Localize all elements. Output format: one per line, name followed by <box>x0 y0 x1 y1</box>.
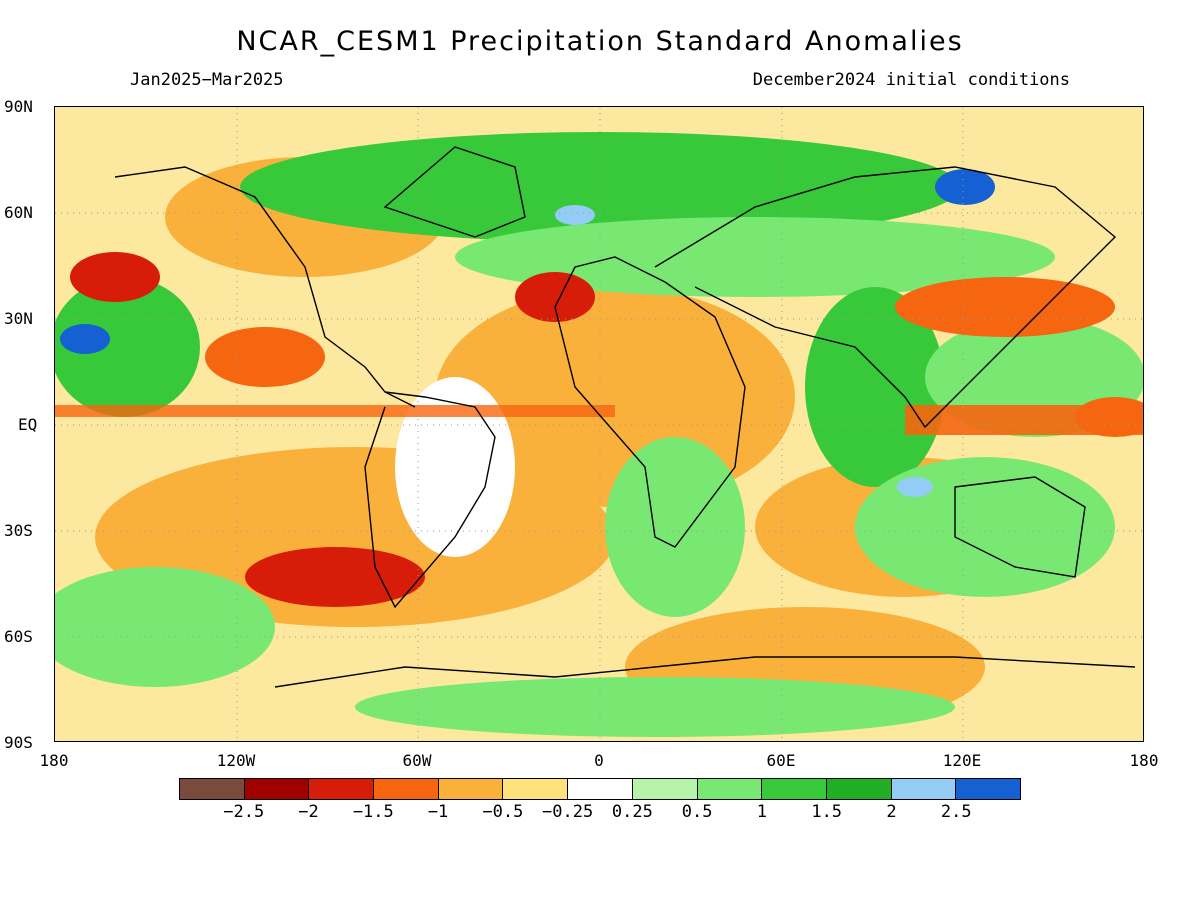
lon-label-120w: 120W <box>216 751 256 770</box>
legend-swatch <box>180 779 245 799</box>
anomaly-map <box>54 106 1144 742</box>
legend-label: −2 <box>298 802 319 822</box>
legend-label: −1.5 <box>352 802 394 822</box>
lon-label-60e: 60E <box>766 751 796 770</box>
legend-swatch <box>438 779 504 799</box>
legend-swatch <box>762 779 827 799</box>
legend-swatch <box>891 779 957 799</box>
legend-label: 2 <box>886 802 897 822</box>
lon-label-60w: 60W <box>402 751 432 770</box>
legend-label: −2.5 <box>223 802 265 822</box>
legend-label: 0.25 <box>611 802 653 822</box>
legend-swatch <box>503 779 569 799</box>
antarctica-coast <box>274 656 1136 688</box>
lat-label-60n: 60N <box>4 203 33 222</box>
forecast-period: Jan2025−Mar2025 <box>130 70 284 90</box>
legend-swatch <box>309 779 375 799</box>
lon-label-180e: 180 <box>1129 751 1159 770</box>
anomaly-field <box>55 107 1143 741</box>
legend-label: −0.5 <box>482 802 524 822</box>
legend-swatch <box>826 779 892 799</box>
legend-label: 2.5 <box>940 802 972 822</box>
legend-label: −0.25 <box>542 802 594 822</box>
legend-label: 0.5 <box>681 802 713 822</box>
lat-label-90s: 90S <box>4 733 33 752</box>
lat-label-60s: 60S <box>4 627 33 646</box>
lat-label-90n: 90N <box>4 97 33 116</box>
legend-swatch <box>374 779 439 799</box>
legend-swatch <box>244 779 310 799</box>
color-legend <box>179 778 1021 800</box>
legend-label: −1 <box>427 802 449 822</box>
legend-swatch <box>568 779 633 799</box>
legend-swatch <box>632 779 698 799</box>
lat-label-30s: 30S <box>4 521 33 540</box>
lon-label-120e: 120E <box>942 751 982 770</box>
lon-label-0: 0 <box>594 751 604 770</box>
north-america-coast <box>114 166 416 408</box>
initial-conditions: December2024 initial conditions <box>752 70 1070 90</box>
legend-swatch <box>697 779 763 799</box>
legend-swatch <box>956 779 1020 799</box>
lat-label-30n: 30N <box>4 309 33 328</box>
legend-label: 1 <box>756 802 768 822</box>
map-title: NCAR_CESM1 Precipitation Standard Anomal… <box>236 26 964 57</box>
legend-label: 1.5 <box>811 802 843 822</box>
lat-label-eq: EQ <box>18 415 38 434</box>
lon-label-180w: 180 <box>39 751 69 770</box>
